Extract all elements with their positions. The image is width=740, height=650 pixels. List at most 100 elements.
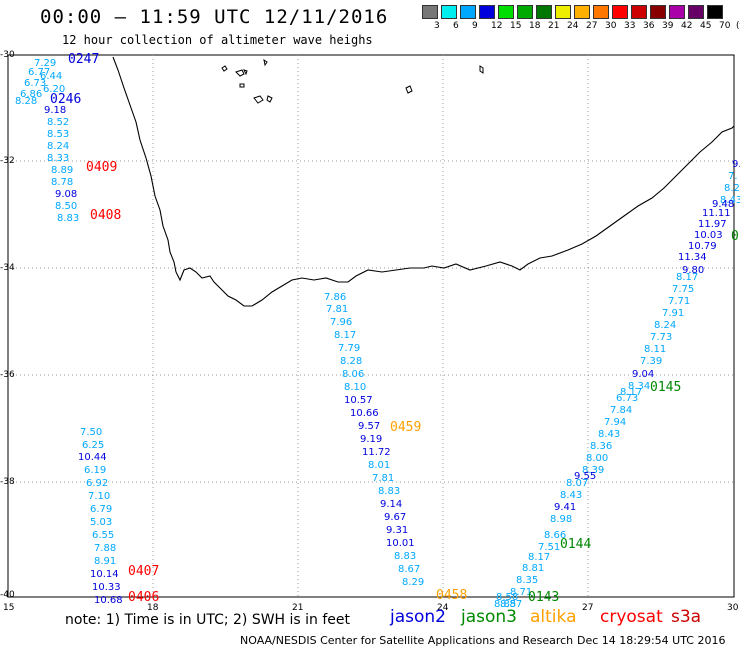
color-scale-swatch: [631, 5, 647, 19]
wave-height-value: 8.83: [57, 213, 80, 224]
wave-height-value: 9.04: [632, 369, 655, 380]
wave-height-value: 6.19: [84, 465, 107, 476]
color-scale-label: 15: [510, 21, 522, 31]
color-scale-label: 12: [491, 21, 503, 31]
wave-height-value: 8.83: [378, 486, 401, 497]
color-scale-label: 39: [662, 21, 674, 31]
color-scale-swatch: [555, 5, 571, 19]
satellite-pass-time-label: 0144: [560, 537, 592, 552]
wave-height-value: 8.17: [528, 552, 551, 563]
x-tick-15: 15: [3, 603, 15, 613]
wave-height-value: 7.51: [538, 542, 561, 553]
wave-height-value: 7.75: [672, 284, 695, 295]
satellite-pass-time-label: 0407: [128, 564, 160, 579]
color-scale-swatch: [650, 5, 666, 19]
color-scale-swatch: [460, 5, 476, 19]
wave-height-value: 8.39: [582, 465, 605, 476]
wave-height-value: 7.79: [338, 343, 361, 354]
wave-height-value: 10.03: [694, 230, 723, 241]
legend-jason3: jason3: [461, 607, 517, 627]
wave-height-value: 8.67: [398, 564, 421, 575]
color-scale-swatch: [593, 5, 609, 19]
wave-height-value: 8.11: [644, 344, 667, 355]
color-scale-label: 70: [719, 21, 731, 31]
wave-height-value: 6.55: [92, 530, 115, 541]
color-scale-swatch: [441, 5, 457, 19]
wave-height-value: 11.34: [678, 252, 707, 263]
wave-height-value: 7.96: [330, 317, 353, 328]
wave-height-value: 9.31: [386, 525, 409, 536]
wave-height-value: 8.98: [550, 514, 573, 525]
wave-height-value: 9.48: [712, 199, 735, 210]
wave-height-value: 10.79: [688, 241, 717, 252]
wave-height-value: 8.17: [676, 272, 699, 283]
wave-height-value: 8.28: [340, 356, 363, 367]
color-scale-swatch: [498, 5, 514, 19]
legend-jason2: jason2: [390, 607, 446, 627]
color-scale-swatch: [422, 5, 438, 19]
x-tick-24: 24: [437, 603, 449, 613]
wave-height-value: 9.80: [682, 265, 705, 276]
x-tick-30: 30: [727, 603, 739, 613]
satellite-pass-time-label: 0143: [528, 590, 560, 605]
wave-height-value: 11.97: [698, 219, 727, 230]
color-scale-label: 3: [434, 21, 440, 31]
wave-height-value: 8.53: [47, 129, 70, 140]
y-tick-36: -36: [0, 370, 15, 380]
y-tick-30: -30: [0, 50, 15, 60]
wave-height-value: 9.19: [360, 434, 383, 445]
wave-height-value: 8.50: [55, 201, 78, 212]
wave-height-value: 8.00: [586, 453, 609, 464]
color-scale-label: (ft): [736, 21, 740, 31]
color-scale-label: 18: [529, 21, 541, 31]
color-scale-swatch: [669, 5, 685, 19]
wave-height-value: 8.58: [496, 592, 519, 603]
lat-lon-grid: [8, 55, 734, 597]
wave-height-value: 10.14: [90, 569, 119, 580]
color-scale-swatch: [536, 5, 552, 19]
wave-height-value: 8.91: [94, 556, 117, 567]
wave-height-value: 8.28: [15, 96, 38, 107]
color-scale-label: 24: [567, 21, 579, 31]
color-scale-label: 30: [605, 21, 617, 31]
color-scale-swatch: [612, 5, 628, 19]
wave-height-value: 6.77: [28, 67, 51, 78]
wave-height-value: 8.71: [510, 587, 533, 598]
wave-height-value: 8.24: [654, 320, 677, 331]
wave-height-value: 6.92: [86, 478, 109, 489]
wave-height-value: 6.73: [616, 393, 639, 404]
color-scale-label: 27: [586, 21, 598, 31]
wave-height-value: 10.01: [386, 538, 415, 549]
color-scale-swatch: [574, 5, 590, 19]
wave-height-value: 6.20: [43, 84, 66, 95]
wave-height-value: 7.: [728, 171, 738, 182]
legend-altika: altika: [530, 607, 577, 627]
wave-height-value: 8.24: [47, 141, 70, 152]
map-frame: [7, 54, 735, 598]
wave-height-value: 6.73: [24, 78, 47, 89]
satellite-pass-time-label: 0458: [436, 588, 468, 603]
footer-timestamp: Dec 14 18:29:54 UTC 2016: [577, 634, 726, 647]
wave-height-value: 8.81: [522, 563, 545, 574]
color-scale-swatch: [479, 5, 495, 19]
wave-height-value: 8.34: [628, 381, 651, 392]
wave-height-value: 8.43: [560, 490, 583, 501]
color-scale-swatch: [707, 5, 723, 19]
color-scale-label: 21: [548, 21, 560, 31]
legend-s3a: s3a: [671, 607, 702, 627]
wave-height-value: 7.71: [668, 296, 691, 307]
satellite-pass-time-label: 0406: [128, 590, 160, 605]
footer-credit: NOAA/NESDIS Center for Satellite Applica…: [240, 634, 574, 647]
wave-height-value: 5.03: [90, 517, 113, 528]
islands: [221, 58, 484, 104]
color-scale-label: 45: [700, 21, 712, 31]
wave-height-value: 10.68: [94, 595, 123, 606]
x-tick-21: 21: [292, 603, 304, 613]
wave-height-value: 8.43: [720, 195, 740, 206]
wave-height-value: 9.57: [358, 421, 381, 432]
y-tick-34: -34: [0, 263, 15, 273]
satellite-pass-time-label: 0247: [68, 52, 100, 67]
color-scale-swatch: [517, 5, 533, 19]
wave-height-value: 8.01: [368, 460, 391, 471]
satellite-pass-time-label: 0408: [90, 208, 122, 223]
